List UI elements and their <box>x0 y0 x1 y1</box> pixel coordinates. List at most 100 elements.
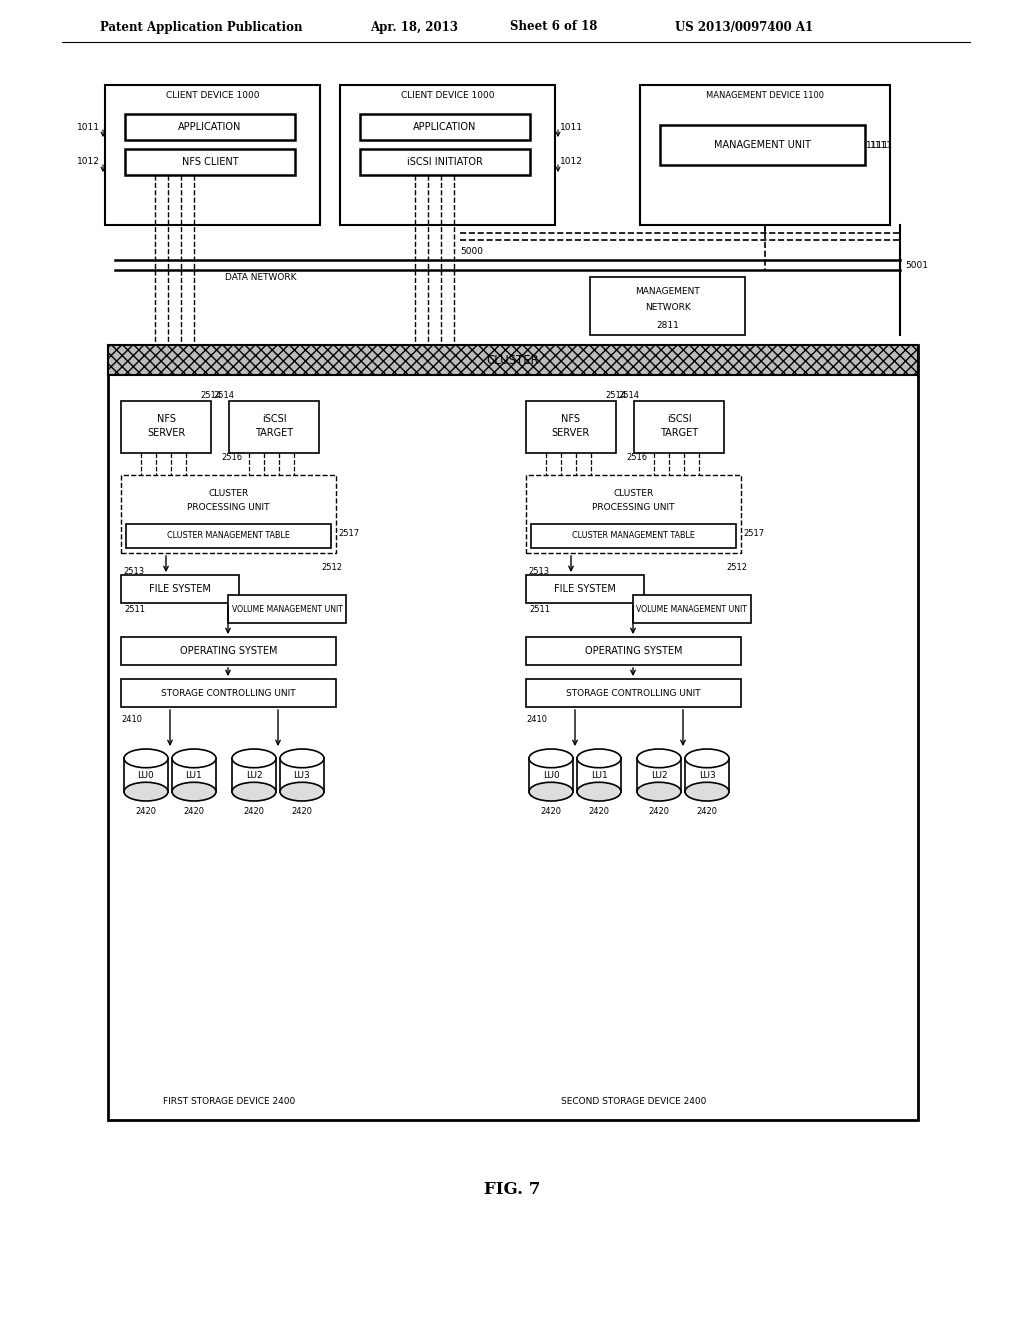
Text: 2513: 2513 <box>528 566 549 576</box>
Bar <box>526 475 741 553</box>
Text: 2514: 2514 <box>618 392 639 400</box>
Ellipse shape <box>280 748 324 768</box>
Text: STORAGE CONTROLLING UNIT: STORAGE CONTROLLING UNIT <box>566 689 700 697</box>
Text: 2410: 2410 <box>526 714 547 723</box>
Text: SECOND STORAGE DEVICE 2400: SECOND STORAGE DEVICE 2400 <box>561 1097 707 1106</box>
Text: LU2: LU2 <box>650 771 668 780</box>
Bar <box>526 638 741 665</box>
Bar <box>340 84 555 224</box>
Ellipse shape <box>280 783 324 801</box>
Text: 2514: 2514 <box>605 392 626 400</box>
Text: OPERATING SYSTEM: OPERATING SYSTEM <box>585 645 682 656</box>
Bar <box>126 524 331 548</box>
Text: LU1: LU1 <box>591 771 607 780</box>
Text: 2420: 2420 <box>541 808 561 817</box>
Bar <box>121 475 336 553</box>
Text: 5001: 5001 <box>905 260 928 269</box>
Text: 2516: 2516 <box>626 454 647 462</box>
Bar <box>660 125 865 165</box>
Bar <box>590 277 745 335</box>
Text: APPLICATION: APPLICATION <box>178 121 242 132</box>
Ellipse shape <box>577 783 621 801</box>
Text: LU2: LU2 <box>246 771 262 780</box>
Bar <box>637 759 681 792</box>
Text: LU1: LU1 <box>185 771 203 780</box>
Text: CLUSTER: CLUSTER <box>486 354 540 367</box>
Text: CLUSTER: CLUSTER <box>613 488 653 498</box>
Text: VOLUME MANAGEMENT UNIT: VOLUME MANAGEMENT UNIT <box>637 605 748 614</box>
Text: 1011: 1011 <box>560 123 583 132</box>
Text: Patent Application Publication: Patent Application Publication <box>100 21 302 33</box>
Text: 2420: 2420 <box>183 808 205 817</box>
Bar <box>232 759 276 792</box>
Text: 2517: 2517 <box>338 528 359 537</box>
Bar <box>526 576 644 603</box>
Text: 2420: 2420 <box>292 808 312 817</box>
Bar <box>531 524 736 548</box>
Bar <box>121 576 239 603</box>
Text: 1012: 1012 <box>560 157 583 166</box>
Text: NFS: NFS <box>561 414 581 424</box>
Text: LU0: LU0 <box>543 771 559 780</box>
Ellipse shape <box>124 783 168 801</box>
Text: PROCESSING UNIT: PROCESSING UNIT <box>592 503 675 511</box>
Bar <box>685 759 729 792</box>
Text: 2420: 2420 <box>135 808 157 817</box>
Ellipse shape <box>232 783 276 801</box>
Text: LU3: LU3 <box>698 771 716 780</box>
Bar <box>121 401 211 453</box>
Bar <box>105 84 319 224</box>
Text: NFS CLIENT: NFS CLIENT <box>181 157 239 168</box>
Text: NFS: NFS <box>157 414 175 424</box>
Bar <box>172 759 216 792</box>
Text: LU0: LU0 <box>137 771 155 780</box>
Bar <box>526 401 616 453</box>
Text: CLIENT DEVICE 1000: CLIENT DEVICE 1000 <box>166 91 259 100</box>
Text: DATA NETWORK: DATA NETWORK <box>225 273 297 282</box>
Text: OPERATING SYSTEM: OPERATING SYSTEM <box>180 645 278 656</box>
Text: US 2013/0097400 A1: US 2013/0097400 A1 <box>675 21 813 33</box>
Ellipse shape <box>637 783 681 801</box>
Text: PROCESSING UNIT: PROCESSING UNIT <box>187 503 269 511</box>
Ellipse shape <box>232 748 276 768</box>
Text: 1111: 1111 <box>870 140 893 149</box>
Text: SERVER: SERVER <box>552 428 590 438</box>
Bar <box>108 345 918 1119</box>
Bar <box>633 595 751 623</box>
Bar <box>108 345 918 375</box>
Bar <box>121 678 336 708</box>
Text: Apr. 18, 2013: Apr. 18, 2013 <box>370 21 458 33</box>
Bar <box>529 759 573 792</box>
Text: MANAGEMENT DEVICE 1100: MANAGEMENT DEVICE 1100 <box>706 91 824 100</box>
Bar <box>125 114 295 140</box>
Text: FIG. 7: FIG. 7 <box>483 1181 541 1199</box>
Text: APPLICATION: APPLICATION <box>414 121 477 132</box>
Text: 5000: 5000 <box>460 248 483 256</box>
Text: 1111: 1111 <box>866 140 889 149</box>
Text: iSCSI: iSCSI <box>262 414 287 424</box>
Text: 2512: 2512 <box>726 562 746 572</box>
Bar <box>360 114 530 140</box>
Text: 2811: 2811 <box>656 321 679 330</box>
Bar <box>640 84 890 224</box>
Text: 1011: 1011 <box>77 123 100 132</box>
Ellipse shape <box>577 748 621 768</box>
Text: 2420: 2420 <box>696 808 718 817</box>
Text: MANAGEMENT UNIT: MANAGEMENT UNIT <box>714 140 810 150</box>
Text: CLUSTER: CLUSTER <box>208 488 249 498</box>
Text: 2514: 2514 <box>213 392 234 400</box>
Ellipse shape <box>124 748 168 768</box>
Text: 2420: 2420 <box>589 808 609 817</box>
Text: 1012: 1012 <box>77 157 100 166</box>
Text: LU3: LU3 <box>294 771 310 780</box>
Ellipse shape <box>685 783 729 801</box>
Text: STORAGE CONTROLLING UNIT: STORAGE CONTROLLING UNIT <box>161 689 296 697</box>
Text: iSCSI: iSCSI <box>667 414 691 424</box>
Text: 2511: 2511 <box>124 605 145 614</box>
Ellipse shape <box>637 748 681 768</box>
Bar <box>634 401 724 453</box>
Text: TARGET: TARGET <box>255 428 293 438</box>
Ellipse shape <box>529 748 573 768</box>
Bar <box>526 678 741 708</box>
Text: FILE SYSTEM: FILE SYSTEM <box>554 583 616 594</box>
